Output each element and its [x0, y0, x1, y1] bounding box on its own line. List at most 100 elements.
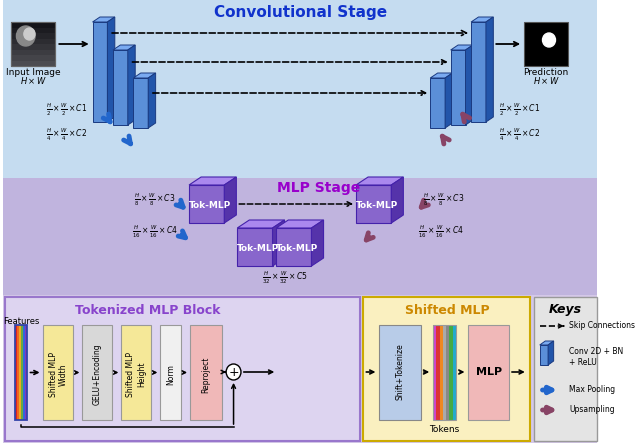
Polygon shape — [224, 177, 236, 223]
Polygon shape — [113, 50, 128, 125]
Text: Norm: Norm — [166, 364, 175, 385]
Polygon shape — [486, 17, 493, 122]
Text: $\frac{H}{4}\times\frac{W}{4}\times C2$: $\frac{H}{4}\times\frac{W}{4}\times C2$ — [46, 127, 87, 143]
Polygon shape — [108, 17, 115, 122]
Bar — [160, 325, 180, 420]
Text: Prediction: Prediction — [524, 67, 569, 77]
Bar — [446, 325, 449, 420]
Bar — [15, 325, 17, 420]
Text: Convolutional Stage: Convolutional Stage — [214, 4, 387, 19]
Bar — [524, 22, 568, 66]
Polygon shape — [471, 22, 486, 122]
Bar — [17, 325, 19, 420]
Text: Tok-MLP: Tok-MLP — [189, 201, 231, 210]
Bar — [83, 325, 112, 420]
Polygon shape — [189, 185, 224, 223]
Bar — [364, 297, 531, 441]
Polygon shape — [548, 341, 554, 365]
Text: $\frac{H}{2}\times\frac{W}{2}\times C1$: $\frac{H}{2}\times\frac{W}{2}\times C1$ — [46, 102, 87, 118]
Text: MLP: MLP — [476, 367, 502, 377]
Bar — [11, 50, 56, 55]
Bar — [433, 325, 456, 420]
Text: Tok-MLP: Tok-MLP — [237, 244, 279, 253]
Bar — [3, 295, 597, 443]
Polygon shape — [189, 177, 236, 185]
Bar — [534, 297, 597, 441]
Polygon shape — [391, 177, 403, 223]
Bar — [468, 325, 509, 420]
Polygon shape — [276, 228, 312, 266]
Polygon shape — [312, 220, 324, 266]
Circle shape — [543, 33, 556, 47]
Bar — [11, 33, 56, 39]
Text: $H \times W$: $H \times W$ — [20, 74, 47, 85]
Bar — [436, 325, 440, 420]
Polygon shape — [113, 45, 135, 50]
Bar — [11, 61, 56, 66]
Bar — [11, 39, 56, 44]
Text: Features: Features — [3, 318, 39, 326]
Bar — [11, 27, 56, 33]
Polygon shape — [465, 45, 473, 125]
Bar — [440, 325, 443, 420]
Bar — [19, 325, 20, 420]
Circle shape — [226, 364, 241, 380]
Text: Tok-MLP: Tok-MLP — [276, 244, 318, 253]
Polygon shape — [276, 220, 324, 228]
Bar — [11, 22, 56, 66]
Bar — [20, 325, 23, 420]
Text: Skip Connections: Skip Connections — [570, 322, 636, 330]
Text: $\frac{H}{8}\times\frac{W}{8}\times C3$: $\frac{H}{8}\times\frac{W}{8}\times C3$ — [134, 192, 175, 208]
Circle shape — [24, 28, 35, 40]
Polygon shape — [445, 73, 452, 128]
Bar — [122, 325, 151, 420]
Polygon shape — [356, 177, 403, 185]
Text: Shifted MLP: Shifted MLP — [404, 303, 489, 316]
Polygon shape — [128, 45, 135, 125]
Text: Max Pooling: Max Pooling — [570, 385, 616, 395]
Text: Shifted MLP
Height: Shifted MLP Height — [127, 352, 146, 397]
Polygon shape — [237, 228, 273, 266]
Polygon shape — [237, 220, 285, 228]
Circle shape — [17, 26, 35, 46]
Polygon shape — [430, 78, 445, 128]
Text: Tok-MLP: Tok-MLP — [356, 201, 398, 210]
Bar — [449, 325, 452, 420]
Bar — [11, 44, 56, 50]
Text: Input Image: Input Image — [6, 67, 60, 77]
Bar — [11, 55, 56, 61]
Bar — [23, 325, 25, 420]
Polygon shape — [430, 73, 452, 78]
Bar — [3, 0, 597, 178]
Bar — [443, 325, 446, 420]
Text: +: + — [228, 365, 239, 378]
Polygon shape — [133, 73, 156, 78]
Text: Keys: Keys — [549, 303, 582, 315]
Bar — [452, 325, 456, 420]
Text: Tokens: Tokens — [429, 425, 460, 435]
Text: Upsampling: Upsampling — [570, 405, 615, 415]
Bar — [11, 22, 56, 66]
Bar — [380, 325, 421, 420]
Polygon shape — [540, 345, 548, 365]
Bar — [44, 325, 73, 420]
Text: GELU+Encoding: GELU+Encoding — [93, 344, 102, 405]
Text: $\frac{H}{32}\times\frac{W}{32}\times C5$: $\frac{H}{32}\times\frac{W}{32}\times C5… — [262, 270, 307, 286]
Bar — [190, 325, 223, 420]
Bar — [25, 325, 27, 420]
Bar — [11, 22, 56, 27]
Polygon shape — [273, 220, 285, 266]
Text: MLP Stage: MLP Stage — [277, 181, 360, 195]
Text: $\frac{H}{16}\times\frac{W}{16}\times C4$: $\frac{H}{16}\times\frac{W}{16}\times C4… — [132, 224, 178, 240]
Bar — [3, 178, 597, 295]
Polygon shape — [540, 341, 554, 345]
Polygon shape — [471, 17, 493, 22]
Text: $\frac{H}{2}\times\frac{W}{2}\times C1$: $\frac{H}{2}\times\frac{W}{2}\times C1$ — [499, 102, 540, 118]
Polygon shape — [133, 78, 148, 128]
Polygon shape — [451, 45, 473, 50]
Polygon shape — [451, 50, 465, 125]
Text: $H \times W$: $H \times W$ — [532, 74, 560, 85]
Text: $\frac{H}{16}\times\frac{W}{16}\times C4$: $\frac{H}{16}\times\frac{W}{16}\times C4… — [419, 224, 465, 240]
Text: Reproject: Reproject — [202, 356, 211, 392]
Polygon shape — [93, 22, 108, 122]
